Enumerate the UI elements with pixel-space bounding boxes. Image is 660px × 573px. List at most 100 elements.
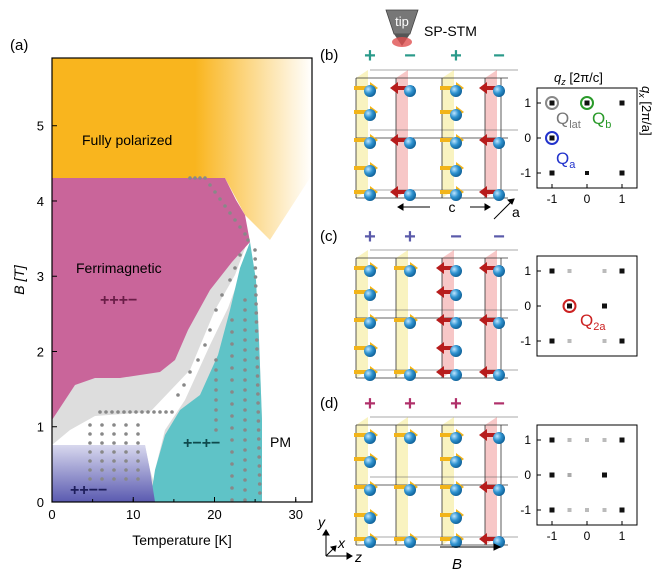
q-x-tick: -1 <box>547 192 558 206</box>
boundary-dot <box>230 438 234 442</box>
boundary-dot <box>243 488 247 492</box>
boundary-dot <box>243 458 247 462</box>
boundary-dot <box>238 253 242 257</box>
q-peak-weak <box>567 339 572 343</box>
boundary-dot <box>243 232 247 236</box>
q-peak-weak <box>602 269 607 273</box>
boundary-dot <box>255 365 260 369</box>
column-shade <box>485 417 497 545</box>
boundary-dot <box>257 455 261 459</box>
boundary-dot <box>98 410 102 414</box>
atom <box>364 265 376 277</box>
coordinate-axes <box>322 529 502 560</box>
boundary-dot <box>213 190 217 194</box>
atom <box>364 456 376 468</box>
panel-label-b: (b) <box>320 47 338 64</box>
boundary-dot <box>136 459 140 463</box>
boundary-dot <box>214 308 218 312</box>
axis-a-label: a <box>512 204 520 220</box>
q-peak <box>602 472 607 478</box>
boundary-dot <box>203 343 207 347</box>
sign-c-3: − <box>493 226 505 248</box>
boundary-dot <box>182 383 186 387</box>
boundary-dot <box>256 428 261 432</box>
atom <box>493 484 505 496</box>
atom <box>364 85 376 97</box>
boundary-dot <box>230 342 234 346</box>
atom <box>364 137 376 149</box>
boundary-dot <box>243 388 247 392</box>
q-peak <box>549 135 555 141</box>
boundary-dot <box>100 423 104 427</box>
sign-d-3: − <box>493 393 505 415</box>
boundary-dots <box>88 176 262 502</box>
boundary-dot <box>100 432 104 436</box>
lattice-c <box>354 249 518 381</box>
boundary-dot <box>88 441 92 445</box>
y-tick-label: 3 <box>37 269 44 284</box>
boundary-dot <box>256 437 261 441</box>
q-y-tick: 0 <box>524 468 531 482</box>
boundary-dot <box>230 330 234 334</box>
boundary-dot <box>243 498 247 502</box>
boundary-dot <box>243 358 247 362</box>
y-tick-label: 4 <box>37 194 44 209</box>
boundary-dot <box>208 328 212 332</box>
boundary-dot <box>230 450 234 454</box>
atom <box>450 512 462 524</box>
atom <box>450 432 462 444</box>
axis-x: x <box>337 535 346 551</box>
boundary-dot <box>243 408 247 412</box>
q-peak <box>619 170 625 176</box>
column-shade <box>485 70 497 198</box>
boundary-dot <box>256 401 260 405</box>
y-tick-label: 5 <box>37 119 44 134</box>
x-tick-label: 20 <box>207 507 221 522</box>
boundary-dot <box>203 176 207 180</box>
boundary-dot <box>214 368 218 372</box>
boundary-dot <box>158 410 162 414</box>
boundary-dot <box>253 257 257 261</box>
q-y-tick: -1 <box>520 503 531 517</box>
boundary-dot <box>230 390 234 394</box>
q-peak-weak <box>567 473 572 477</box>
boundary-dot <box>243 418 247 422</box>
boundary-dot <box>230 378 234 382</box>
boundary-dot <box>233 218 237 222</box>
boundary-dot <box>243 338 247 342</box>
q-peak-weak <box>585 438 589 442</box>
atom <box>493 137 505 149</box>
q-peak <box>619 100 625 106</box>
boundary-dot <box>243 428 247 432</box>
q-peak <box>549 338 555 344</box>
boundary-dot <box>254 311 259 315</box>
atom <box>450 345 462 357</box>
boundary-dot <box>208 183 212 187</box>
boundary-dot <box>228 278 232 282</box>
q-peak <box>549 437 555 443</box>
q-peak <box>619 338 625 344</box>
atom <box>450 165 462 177</box>
atom <box>364 484 376 496</box>
q-x-tick: 0 <box>584 192 591 206</box>
sign-b-2: + <box>450 45 462 67</box>
panel-label-c: (c) <box>320 228 338 245</box>
atom <box>493 369 505 381</box>
q-peak-weak <box>602 438 607 442</box>
x-axis-label: Temperature [K] <box>132 532 232 548</box>
boundary-dot <box>112 477 116 481</box>
q-peak-weak <box>567 269 572 273</box>
boundary-dot <box>243 348 247 352</box>
q-x-tick: 1 <box>619 192 626 206</box>
sign-ferri: +++− <box>100 292 137 309</box>
boundary-dot <box>253 275 258 279</box>
boundary-dot <box>193 176 197 180</box>
region-teal <box>150 242 262 502</box>
boundary-dot <box>136 477 140 481</box>
q-y-tick: 0 <box>524 131 531 145</box>
boundary-dot <box>88 432 92 436</box>
column-shade <box>396 70 408 198</box>
boundary-dot <box>136 432 140 436</box>
label-fully-polarized: Fully polarized <box>82 132 172 148</box>
boundary-dot <box>136 450 140 454</box>
